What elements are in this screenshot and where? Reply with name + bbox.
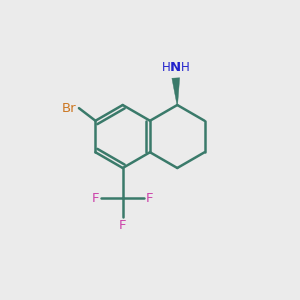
Text: H: H — [181, 61, 190, 74]
Text: F: F — [146, 191, 153, 205]
Text: H: H — [162, 61, 171, 74]
Polygon shape — [172, 78, 180, 105]
Text: N: N — [170, 61, 181, 74]
Text: F: F — [119, 219, 127, 232]
Text: F: F — [92, 191, 100, 205]
Text: Br: Br — [62, 102, 76, 115]
